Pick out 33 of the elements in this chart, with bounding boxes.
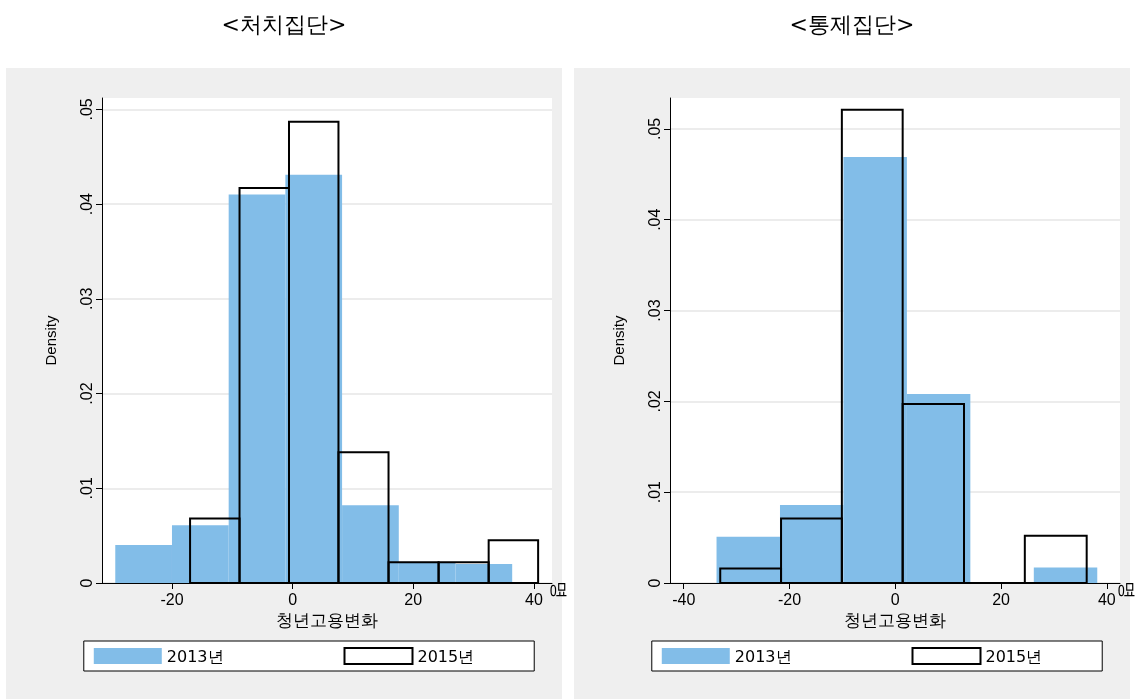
y-tick-label: 0	[645, 578, 663, 588]
x-tick-label: 0	[288, 590, 298, 608]
annotation: 명	[1116, 581, 1136, 599]
x-tick-label: -40	[672, 590, 696, 608]
y-tick-label: .03	[645, 299, 663, 322]
y-axis-title: Density	[610, 315, 627, 366]
y-tick-label: .01	[77, 477, 95, 500]
x-tick-label: 40	[525, 590, 543, 608]
x-tick-label: 40	[1097, 590, 1116, 608]
y-tick-label: .05	[645, 117, 663, 141]
x-tick-label: 20	[404, 590, 423, 608]
chart-title: <처치집단>	[221, 11, 347, 37]
y-axis-title: Density	[42, 315, 59, 366]
x-tick-label: 0	[890, 590, 900, 608]
x-axis-title: 청년고용변화	[844, 610, 946, 631]
y-tick-label: .05	[77, 98, 95, 121]
legend-label: 2015년	[417, 646, 475, 666]
y-tick-label: .02	[645, 390, 663, 413]
legend-label: 2013년	[734, 646, 792, 666]
y-tick-label: 0	[77, 578, 95, 588]
chart-title: <통제집단>	[789, 11, 915, 37]
x-axis-title: 청년고용변화	[276, 610, 378, 631]
y-tick-label: .02	[77, 382, 95, 405]
y-tick-label: .04	[645, 208, 663, 231]
y-tick-label: .01	[645, 480, 663, 504]
legend-label: 2013년	[166, 646, 224, 666]
x-tick-label: 20	[992, 590, 1011, 608]
y-tick-label: .04	[77, 192, 95, 216]
x-tick-label: -20	[160, 590, 184, 608]
y-tick-label: .03	[77, 287, 95, 310]
legend-label: 2015년	[985, 646, 1043, 666]
annotation: 명	[548, 581, 570, 599]
x-tick-label: -20	[777, 590, 802, 608]
